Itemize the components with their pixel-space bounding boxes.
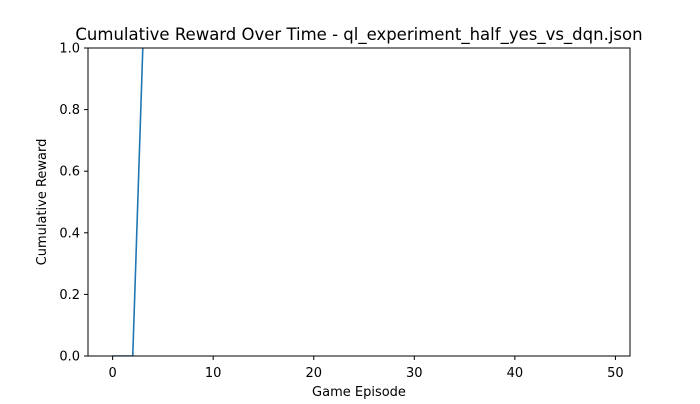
y-axis-label: Cumulative Reward xyxy=(35,139,50,266)
chart-title: Cumulative Reward Over Time - ql_experim… xyxy=(75,25,642,45)
y-tick-label: 0.0 xyxy=(59,350,80,365)
y-tick-label: 0.6 xyxy=(59,165,80,180)
x-axis-label: Game Episode xyxy=(312,385,406,400)
y-tick-label: 1.0 xyxy=(59,42,80,57)
y-tick-label: 0.2 xyxy=(59,288,80,303)
plot-frame xyxy=(87,47,631,357)
x-tick-label: 10 xyxy=(205,366,222,381)
x-tick-label: 0 xyxy=(108,366,116,381)
x-tick-label: 50 xyxy=(607,366,624,381)
x-tick-label: 30 xyxy=(406,366,423,381)
x-tick-label: 40 xyxy=(507,366,524,381)
y-tick-label: 0.4 xyxy=(59,226,80,241)
x-axis-ticks: 0 10 20 30 40 50 xyxy=(108,356,624,381)
y-tick-label: 0.8 xyxy=(59,103,80,118)
x-tick-label: 20 xyxy=(305,366,322,381)
y-axis-ticks: 0.0 0.2 0.4 0.6 0.8 1.0 xyxy=(59,42,88,365)
